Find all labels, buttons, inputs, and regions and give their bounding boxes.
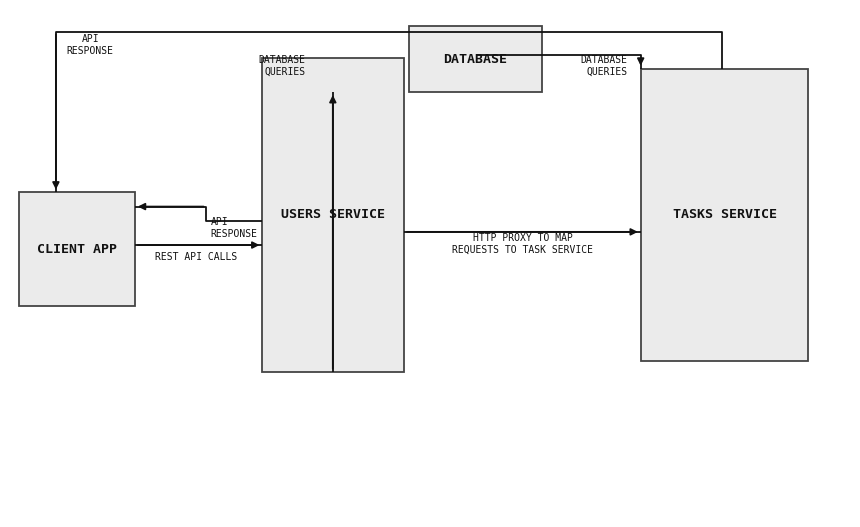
Text: CLIENT APP: CLIENT APP [37, 242, 117, 256]
Bar [408, 26, 542, 92]
Bar [19, 192, 135, 306]
Text: DATABASE
QUERIES: DATABASE QUERIES [258, 55, 305, 76]
Text: API
RESPONSE: API RESPONSE [211, 218, 258, 239]
Text: REST API CALLS: REST API CALLS [155, 252, 237, 261]
Text: DATABASE
QUERIES: DATABASE QUERIES [580, 55, 628, 76]
Text: API
RESPONSE: API RESPONSE [67, 34, 114, 55]
Text: USERS SERVICE: USERS SERVICE [281, 208, 385, 221]
Text: HTTP PROXY TO MAP
REQUESTS TO TASK SERVICE: HTTP PROXY TO MAP REQUESTS TO TASK SERVI… [452, 233, 593, 254]
Bar [641, 69, 808, 361]
Text: DATABASE: DATABASE [443, 53, 507, 66]
Bar [262, 58, 404, 372]
Text: TASKS SERVICE: TASKS SERVICE [673, 208, 777, 221]
